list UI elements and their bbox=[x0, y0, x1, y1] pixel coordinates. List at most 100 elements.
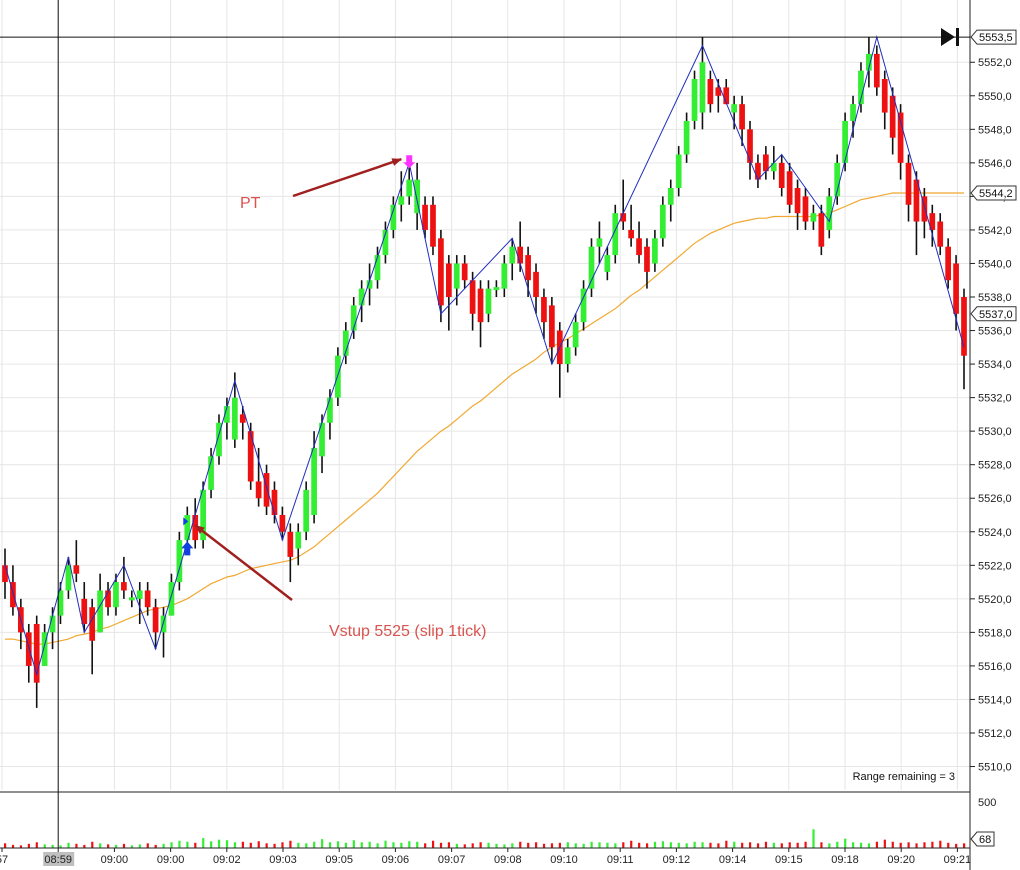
time-tick-label: 09:02 bbox=[213, 854, 241, 866]
volume-bar bbox=[99, 843, 102, 848]
time-tick-label: 09:00 bbox=[101, 854, 129, 866]
candle-body bbox=[406, 179, 413, 197]
candle-body bbox=[382, 229, 389, 256]
volume-bar bbox=[955, 843, 958, 848]
candle-body bbox=[390, 204, 397, 230]
candle-body bbox=[184, 514, 191, 541]
entry-marker-icon bbox=[181, 541, 194, 556]
volume-bar bbox=[733, 841, 736, 848]
volume-bar bbox=[83, 844, 86, 848]
candle-body bbox=[517, 246, 524, 264]
candle bbox=[152, 598, 159, 650]
candle-body bbox=[295, 531, 302, 549]
volume-bar bbox=[487, 842, 490, 848]
volume-bar bbox=[281, 842, 284, 848]
volume-bar bbox=[257, 841, 260, 848]
time-tick-label: 09:07 bbox=[438, 854, 466, 866]
volume-bar bbox=[931, 841, 934, 848]
candle-body bbox=[152, 607, 159, 633]
candle bbox=[620, 179, 627, 230]
price-tick-label: 5548,0 bbox=[978, 124, 1012, 136]
candle-body bbox=[881, 79, 888, 113]
time-tick-label: 09:20 bbox=[887, 854, 915, 866]
candle bbox=[794, 179, 801, 230]
volume-bar bbox=[606, 842, 609, 848]
volume-badge-shape bbox=[970, 831, 995, 847]
candle bbox=[335, 347, 341, 406]
time-tick-label: 09:21 bbox=[944, 854, 972, 866]
candle-body bbox=[303, 489, 310, 532]
candle bbox=[826, 188, 833, 239]
volume-bar bbox=[852, 842, 855, 848]
volume-bar bbox=[138, 844, 141, 848]
candle bbox=[866, 37, 872, 88]
volume-bar bbox=[51, 844, 54, 848]
price-tick-label: 5542,0 bbox=[978, 225, 1012, 237]
candle bbox=[588, 238, 595, 298]
candle bbox=[897, 104, 904, 180]
candle bbox=[572, 313, 579, 356]
candle-body bbox=[113, 582, 119, 608]
volume-bar bbox=[677, 842, 680, 848]
target-marker-icon bbox=[403, 155, 416, 169]
candle bbox=[961, 288, 967, 390]
volume-bar bbox=[669, 842, 672, 848]
price-tick-label: 5518,0 bbox=[978, 627, 1012, 639]
candle bbox=[921, 188, 928, 239]
ma-price-badge-label: 5544,2 bbox=[979, 188, 1013, 200]
candle-body bbox=[485, 288, 492, 314]
volume-bar bbox=[693, 841, 696, 848]
candle bbox=[549, 297, 555, 365]
candle bbox=[438, 229, 444, 323]
volume-bar bbox=[186, 841, 189, 848]
candle-body bbox=[659, 204, 666, 239]
candle bbox=[374, 246, 381, 289]
volume-bar bbox=[772, 842, 775, 848]
candle-body bbox=[350, 305, 357, 331]
candle bbox=[469, 271, 476, 331]
annotation-label: PT bbox=[240, 195, 261, 212]
candle bbox=[295, 523, 302, 566]
candle bbox=[564, 338, 571, 373]
candle-body bbox=[652, 238, 658, 264]
last-price-badge: 5537,0 bbox=[970, 306, 1017, 322]
candle bbox=[818, 204, 825, 256]
volume-bar bbox=[463, 844, 466, 848]
high-price-badge: 5553,5 bbox=[970, 29, 1017, 45]
candle-body bbox=[477, 288, 484, 323]
candle bbox=[121, 556, 127, 599]
candle-body bbox=[525, 255, 531, 281]
volume-bar bbox=[836, 841, 839, 848]
volume-bar bbox=[344, 842, 348, 848]
volume-bar bbox=[875, 841, 879, 848]
price-tick-label: 5536,0 bbox=[978, 326, 1012, 338]
candle-body bbox=[945, 246, 952, 281]
high-price-badge-shape bbox=[970, 29, 1017, 45]
candle-body bbox=[588, 246, 595, 289]
candle-body bbox=[271, 489, 278, 515]
candle bbox=[477, 280, 484, 348]
candles-layer bbox=[2, 37, 967, 708]
candle bbox=[239, 406, 246, 440]
volume-bar bbox=[535, 842, 538, 848]
volume-bar bbox=[550, 843, 554, 848]
price-tick-label: 5526,0 bbox=[978, 493, 1012, 505]
candle bbox=[501, 255, 508, 298]
candle-body bbox=[453, 263, 460, 289]
price-tick-label: 5540,0 bbox=[978, 258, 1012, 270]
candle bbox=[342, 322, 349, 365]
volume-bar bbox=[225, 840, 229, 848]
volume-bar bbox=[352, 840, 355, 848]
candle bbox=[644, 238, 650, 289]
candle-body bbox=[810, 213, 817, 222]
candle-body bbox=[208, 456, 214, 490]
volume-bar bbox=[122, 843, 126, 848]
volume-bar bbox=[19, 845, 23, 848]
candle-body bbox=[33, 623, 40, 683]
volume-bar bbox=[265, 843, 268, 848]
candle-body bbox=[533, 271, 539, 298]
volume-bar bbox=[907, 842, 910, 848]
candle-body bbox=[755, 162, 761, 180]
candle bbox=[723, 79, 730, 105]
candle-body bbox=[937, 221, 944, 247]
